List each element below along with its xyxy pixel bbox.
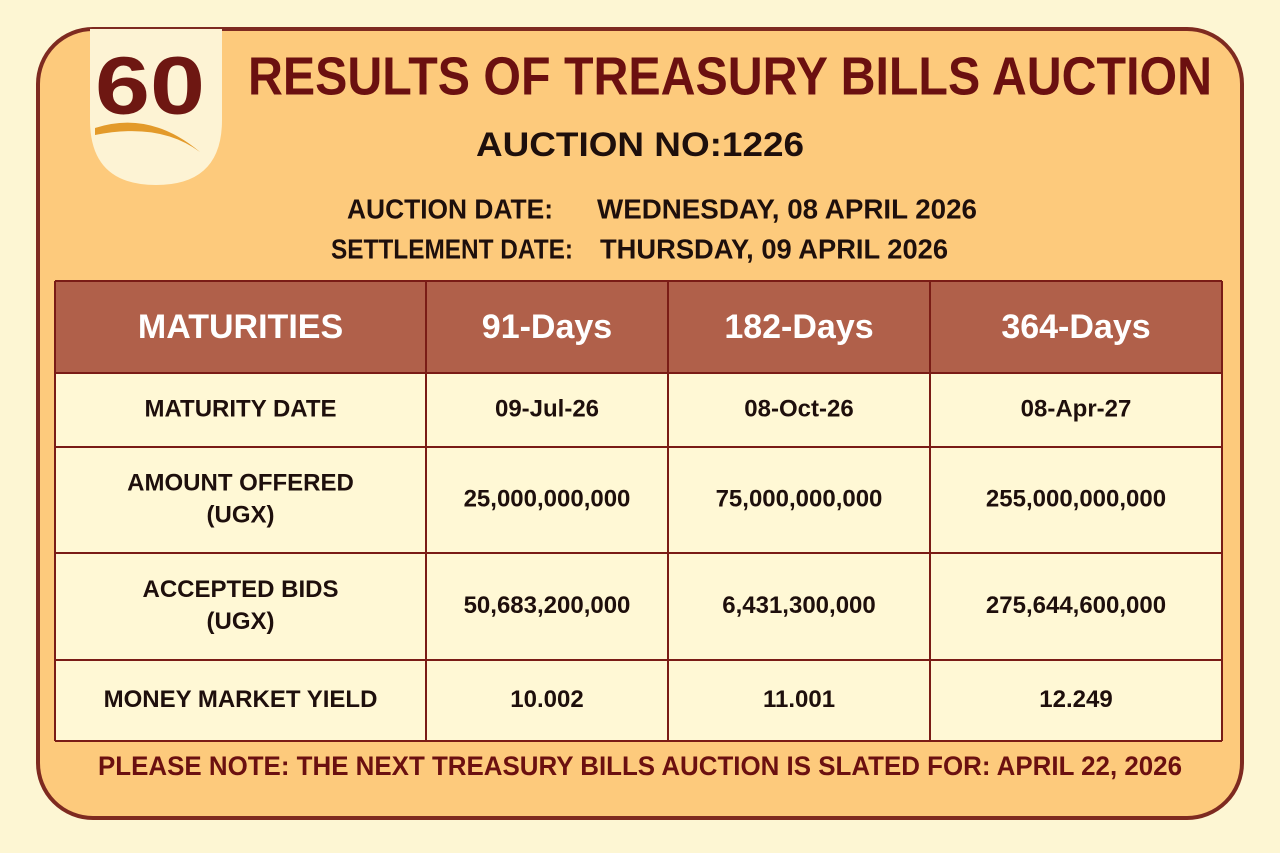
table-cell: 50,683,200,000 [464, 592, 631, 619]
header-cell: 364-Days [1001, 308, 1150, 346]
table-cell: 08-Apr-27 [1021, 395, 1132, 422]
logo-badge [90, 29, 222, 185]
date-label: AUCTION DATE: [347, 193, 553, 224]
table-cell: 75,000,000,000 [716, 485, 883, 512]
table-cell: 08-Oct-26 [744, 395, 853, 422]
row-label: (UGX) [207, 608, 275, 635]
row-label: MONEY MARKET YIELD [104, 686, 378, 713]
title: RESULTS OF TREASURY BILLS AUCTION [248, 46, 1212, 106]
table-cell: 25,000,000,000 [464, 485, 631, 512]
table-cell: 275,644,600,000 [986, 592, 1166, 619]
table-cell: 09-Jul-26 [495, 395, 599, 422]
row-label: ACCEPTED BIDS [142, 576, 338, 603]
table-cell: 6,431,300,000 [722, 592, 875, 619]
table-row [55, 373, 1222, 447]
date-value: WEDNESDAY, 08 APRIL 2026 [597, 193, 977, 224]
date-value: THURSDAY, 09 APRIL 2026 [600, 233, 948, 264]
table-cell: 255,000,000,000 [986, 485, 1166, 512]
row-label: AMOUNT OFFERED [127, 469, 354, 496]
date-label: SETTLEMENT DATE: [331, 233, 573, 264]
table-cell: 12.249 [1039, 686, 1112, 713]
footer-note: PLEASE NOTE: THE NEXT TREASURY BILLS AUC… [98, 751, 1182, 781]
header-row [55, 281, 1222, 373]
table-row [55, 553, 1222, 660]
row-label: (UGX) [207, 501, 275, 528]
auction-number: AUCTION NO:1226 [476, 126, 804, 164]
header-cell: 182-Days [724, 308, 873, 346]
results-table: MATURITIES 91-Days 182-Days 364-Days MATURIT… [54, 280, 1223, 742]
row-label: MATURITY DATE [145, 395, 337, 422]
table-cell: 10.002 [510, 686, 583, 713]
header-cell: MATURITIES [138, 308, 343, 346]
table-row [55, 660, 1222, 741]
table-row [55, 447, 1222, 553]
logo-text: 60 [95, 41, 205, 132]
table-cell: 11.001 [763, 686, 835, 713]
header-cell: 91-Days [482, 308, 612, 346]
logo-swoosh [95, 122, 200, 152]
